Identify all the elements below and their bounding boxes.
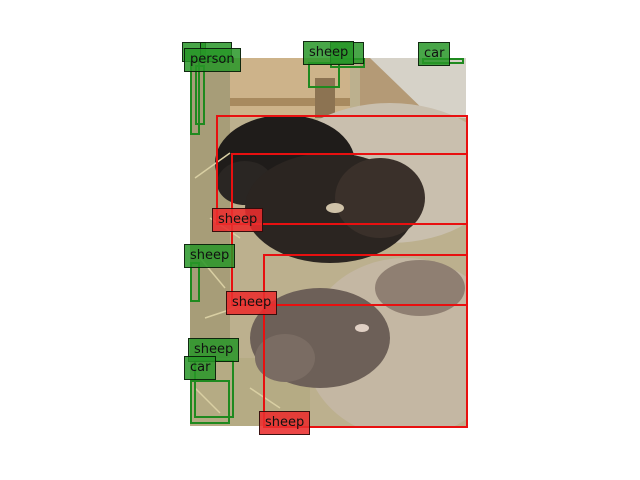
detection-box-car-left-low — [190, 380, 230, 424]
label-sheep-top: sheep — [303, 41, 355, 65]
label-car-left-low: car — [184, 356, 217, 380]
detection-box-person-2 — [195, 65, 205, 125]
selected-box-sheep-3 — [263, 254, 468, 428]
detection-box-sheep-left-mid — [190, 262, 200, 302]
label-sheep-red-3: sheep — [259, 411, 311, 435]
label-sheep-red-2: sheep — [226, 291, 278, 315]
label-person: person — [184, 48, 241, 72]
label-sheep-red-1: sheep — [212, 208, 264, 232]
label-car-top: car — [418, 42, 451, 66]
label-sheep-left-mid: sheep — [184, 244, 236, 268]
sheep-photo — [190, 58, 466, 426]
